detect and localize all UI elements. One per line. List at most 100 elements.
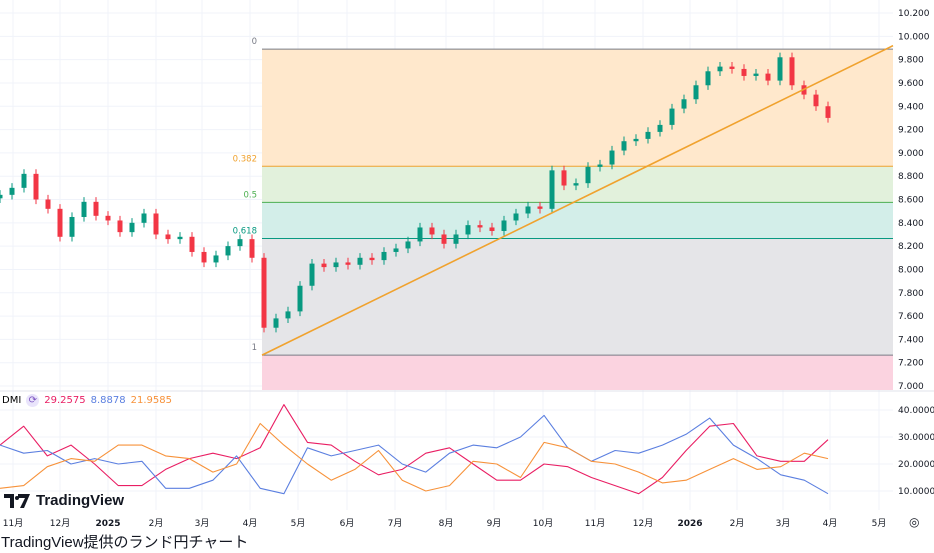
candle-down <box>789 57 795 86</box>
time-tick-label: 4月 <box>823 518 838 529</box>
candle-up <box>141 213 147 223</box>
price-tick-label: 9.200 <box>898 126 924 136</box>
candle-down <box>345 262 351 265</box>
tradingview-logo-icon <box>4 493 30 508</box>
candle-up <box>693 85 699 100</box>
candle-down <box>813 94 819 107</box>
dmi-tick-label: 40.0000 <box>898 406 934 416</box>
dmi-tick-label: 10.0000 <box>898 487 934 497</box>
candle-down <box>189 236 195 252</box>
fib-level-label: 0 <box>252 37 257 47</box>
price-tick-label: 9.600 <box>898 79 924 89</box>
candle-down <box>201 251 207 263</box>
candle-down <box>741 68 747 76</box>
candle-up <box>669 108 675 125</box>
candle-up <box>309 263 315 286</box>
dmi-line-di <box>0 414 829 495</box>
time-tick-label: 2月 <box>149 518 164 529</box>
candle-up <box>717 66 723 72</box>
candle-up <box>417 227 423 242</box>
time-tick-label: 6月 <box>340 518 355 529</box>
price-tick-label: 9.800 <box>898 56 924 66</box>
candle-down <box>93 201 99 216</box>
tradingview-logo[interactable]: TradingView <box>4 492 124 509</box>
candle-up <box>177 236 183 240</box>
candle-up <box>333 262 339 268</box>
loading-icon[interactable]: ⟳ <box>26 394 40 407</box>
settings-icon[interactable]: ◎ <box>909 515 920 529</box>
candle-up <box>513 213 519 221</box>
candle-down <box>369 257 375 261</box>
price-tick-label: 7.000 <box>898 382 924 392</box>
dmi-minus-value: 8.8878 <box>90 395 126 406</box>
dmi-line-di <box>0 404 829 495</box>
fib-zone <box>262 49 893 167</box>
dmi-legend: DMI ⟳ 29.2575 8.8878 21.9585 <box>2 394 172 407</box>
candle-down <box>249 239 255 258</box>
time-tick-label: 5月 <box>291 518 306 529</box>
price-tick-label: 8.400 <box>898 219 924 229</box>
price-tick-label: 8.200 <box>898 242 924 252</box>
candle-up <box>0 194 3 199</box>
time-tick-label: 2026 <box>677 519 702 529</box>
time-tick-label: 3月 <box>195 518 210 529</box>
candle-up <box>273 318 279 328</box>
candle-up <box>21 173 27 188</box>
candle-up <box>297 285 303 312</box>
candle-up <box>705 71 711 86</box>
candle-down <box>33 173 39 200</box>
time-tick-label: 5月 <box>872 518 887 529</box>
price-tick-label: 10.000 <box>898 32 930 42</box>
time-tick-label: 11月 <box>3 518 23 529</box>
time-tick-label: 10月 <box>533 518 553 529</box>
price-tick-label: 9.000 <box>898 149 924 159</box>
candle-up <box>69 216 75 237</box>
candle-up <box>465 225 471 235</box>
fib-level-label: 1 <box>252 343 257 353</box>
candle-up <box>393 248 399 252</box>
fib-level-label: 0.618 <box>233 227 257 237</box>
candle-up <box>681 99 687 109</box>
dmi-label: DMI <box>2 395 22 406</box>
price-tick-label: 9.400 <box>898 102 924 112</box>
time-tick-label: 7月 <box>388 518 403 529</box>
candle-down <box>57 208 63 237</box>
time-tick-label: 9月 <box>487 518 502 529</box>
price-tick-label: 8.000 <box>898 265 924 275</box>
trend-line <box>261 44 894 356</box>
candle-up <box>81 201 87 217</box>
time-tick-label: 4月 <box>243 518 258 529</box>
candle-down <box>153 213 159 235</box>
candle-up <box>405 241 411 249</box>
candle-up <box>9 187 15 195</box>
candle-up <box>453 234 459 244</box>
candle-up <box>357 257 363 265</box>
candle-down <box>117 220 123 233</box>
candle-up <box>525 206 531 214</box>
candle-up <box>225 246 231 256</box>
time-tick-label: 12月 <box>50 518 70 529</box>
dmi-tick-label: 30.0000 <box>898 433 934 443</box>
candle-up <box>129 222 135 233</box>
fib-zone <box>262 238 893 356</box>
candle-up <box>585 166 591 184</box>
candle-up <box>213 255 219 263</box>
candle-up <box>381 251 387 261</box>
candle-down <box>429 227 435 235</box>
dmi-adx-value: 21.9585 <box>130 395 172 406</box>
candle-down <box>489 227 495 231</box>
candle-down <box>537 206 543 209</box>
candle-up <box>285 311 291 319</box>
candle-up <box>597 164 603 167</box>
dmi-tick-label: 20.0000 <box>898 460 934 470</box>
candle-down <box>261 257 267 328</box>
candle-down <box>321 263 327 268</box>
fib-level-label: 0.382 <box>233 154 257 164</box>
candle-up <box>501 220 507 231</box>
price-tick-label: 8.800 <box>898 172 924 182</box>
price-tick-label: 7.200 <box>898 359 924 369</box>
candle-down <box>825 106 831 118</box>
candle-up <box>609 150 615 165</box>
candle-up <box>657 124 663 132</box>
